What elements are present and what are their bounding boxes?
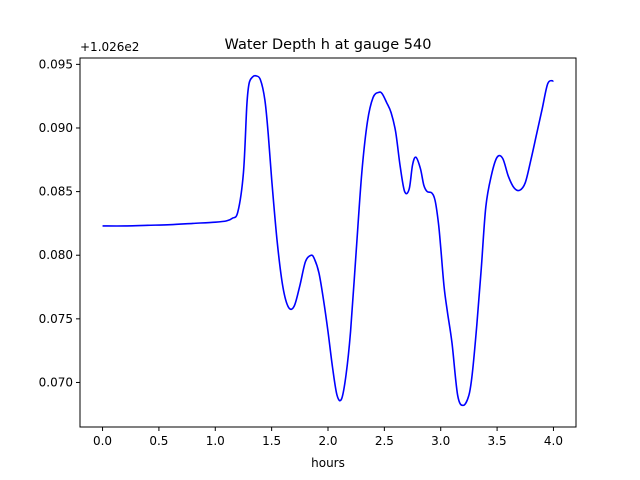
series-line-0 <box>102 74 554 407</box>
y-tick-label: 0.080 <box>39 248 73 262</box>
x-tick-label: 0.0 <box>93 434 112 448</box>
x-axis-ticks: 0.0 0.5 1.0 1.5 2.0 2.5 3.0 3.5 4.0 <box>93 427 563 448</box>
x-tick-label: 2.0 <box>318 434 337 448</box>
y-tick-label: 0.090 <box>39 121 73 135</box>
x-tick-label: 3.5 <box>488 434 507 448</box>
x-tick-label: 1.5 <box>262 434 281 448</box>
y-tick-label: 0.095 <box>39 57 73 71</box>
y-tick-label: 0.085 <box>39 185 73 199</box>
x-axis-label: hours <box>311 456 345 470</box>
y-axis-ticks: 0.070 0.075 0.080 0.085 0.090 0.095 <box>39 57 80 389</box>
x-tick-label: 4.0 <box>544 434 563 448</box>
x-tick-label: 0.5 <box>149 434 168 448</box>
y-axis-offset-text: +1.026e2 <box>80 40 139 54</box>
x-tick-label: 1.0 <box>206 434 225 448</box>
chart-title: Water Depth h at gauge 540 <box>225 37 432 53</box>
x-tick-label: 2.5 <box>375 434 394 448</box>
y-tick-label: 0.075 <box>39 312 73 326</box>
y-tick-label: 0.070 <box>39 375 73 389</box>
plot-data-layer <box>102 74 554 407</box>
x-tick-label: 3.0 <box>431 434 450 448</box>
plot-frame <box>79 57 577 428</box>
